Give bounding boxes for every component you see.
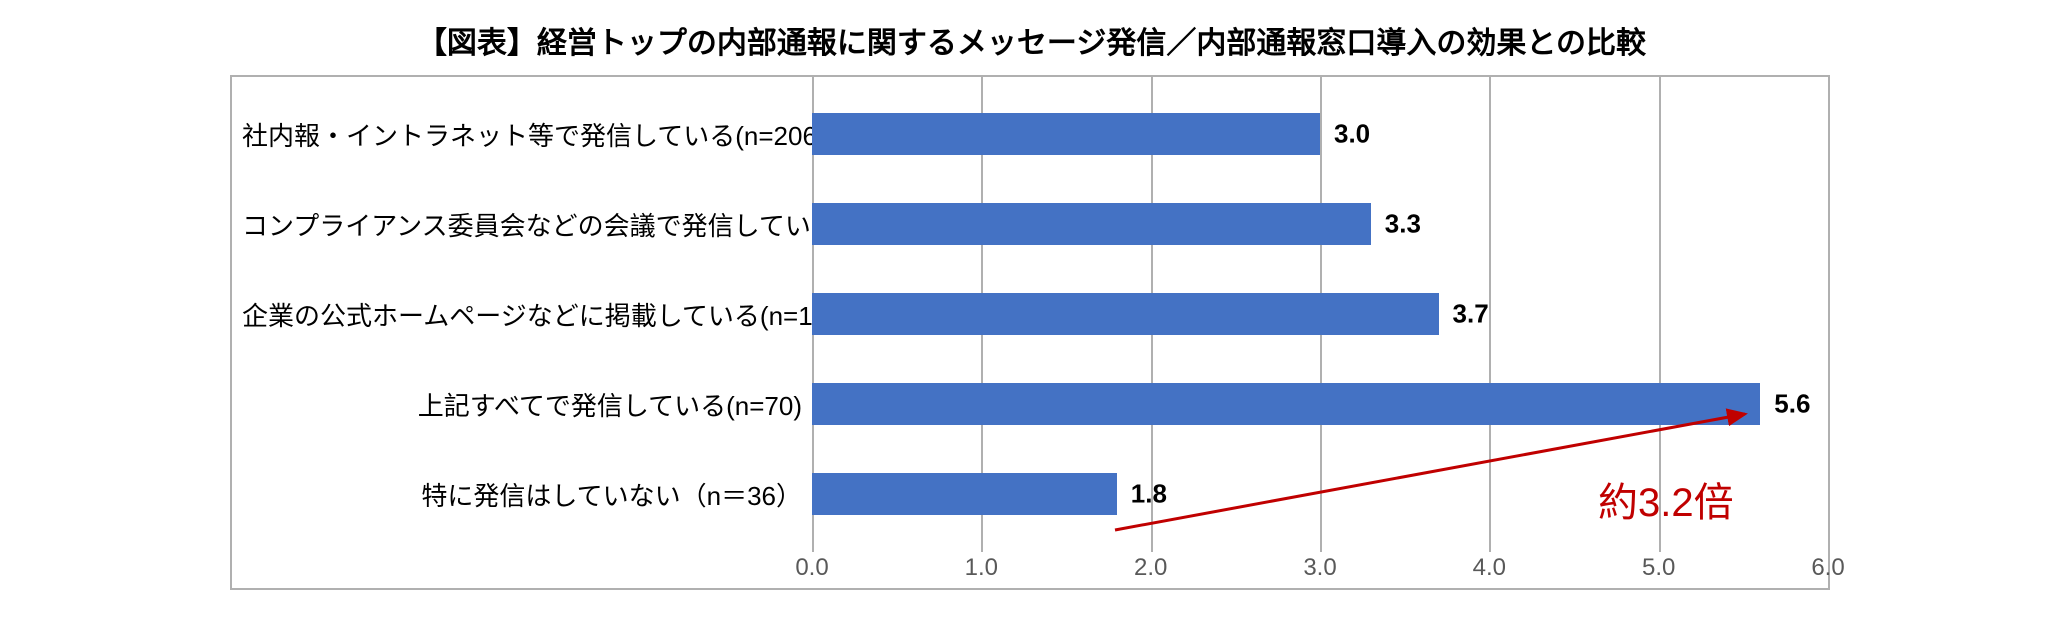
bar-value-label: 3.3 xyxy=(1385,209,1421,240)
x-tick-label: 3.0 xyxy=(1303,554,1336,582)
x-tick-label: 2.0 xyxy=(1134,554,1167,582)
bar xyxy=(812,293,1439,335)
x-tick-mark xyxy=(1828,542,1830,552)
x-tick-label: 0.0 xyxy=(795,554,828,582)
category-row: 企業の公式ホームページなどに掲載している(n=123) xyxy=(232,287,812,341)
x-tick-mark xyxy=(981,542,983,552)
bar-row: 3.3 xyxy=(812,197,1828,251)
annotation-text: 約3.2倍 xyxy=(1598,470,1734,528)
x-tick-mark xyxy=(1659,542,1661,552)
x-tick-label: 5.0 xyxy=(1642,554,1675,582)
x-tick-label: 1.0 xyxy=(965,554,998,582)
x-axis: 0.0 1.0 2.0 3.0 4.0 5.0 xyxy=(812,542,1828,588)
category-label: 企業の公式ホームページなどに掲載している(n=123) xyxy=(242,296,802,333)
gridline xyxy=(1828,77,1830,542)
bar xyxy=(812,203,1371,245)
chart-frame: 社内報・イントラネット等で発信している(n=206) コンプライアンス委員会など… xyxy=(230,75,1830,590)
bar-value-label: 3.0 xyxy=(1334,119,1370,150)
bar-row: 3.7 xyxy=(812,287,1828,341)
chart-title: 【図表】経営トップの内部通報に関するメッセージ発信／内部通報窓口導入の効果との比… xyxy=(0,18,2063,62)
bar-value-label: 5.6 xyxy=(1774,389,1810,420)
x-tick-mark xyxy=(1151,542,1153,552)
category-row: 特に発信はしていない（n＝36） xyxy=(232,467,812,521)
x-tick-mark xyxy=(1320,542,1322,552)
bar xyxy=(812,383,1760,425)
bar-value-label: 1.8 xyxy=(1131,479,1167,510)
x-tick-mark xyxy=(812,542,814,552)
bar xyxy=(812,113,1320,155)
category-label: 社内報・イントラネット等で発信している(n=206) xyxy=(242,116,802,153)
category-row: コンプライアンス委員会などの会議で発信している(n=149) xyxy=(232,197,812,251)
chart-page: { "chart": { "type": "bar-horizontal", "… xyxy=(0,0,2063,637)
category-label-column: 社内報・イントラネット等で発信している(n=206) コンプライアンス委員会など… xyxy=(232,77,812,542)
bar-value-label: 3.7 xyxy=(1453,299,1489,330)
bar xyxy=(812,473,1117,515)
bar-row: 5.6 xyxy=(812,377,1828,431)
x-tick-mark xyxy=(1489,542,1491,552)
category-label: 特に発信はしていない（n＝36） xyxy=(242,476,802,513)
category-label: コンプライアンス委員会などの会議で発信している(n=149) xyxy=(242,206,802,243)
plot-area: 社内報・イントラネット等で発信している(n=206) コンプライアンス委員会など… xyxy=(232,77,1828,542)
x-tick-label: 4.0 xyxy=(1473,554,1506,582)
category-label: 上記すべてで発信している(n=70) xyxy=(242,386,802,423)
x-tick-label: 6.0 xyxy=(1811,554,1844,582)
category-row: 上記すべてで発信している(n=70) xyxy=(232,377,812,431)
bar-row: 3.0 xyxy=(812,107,1828,161)
category-row: 社内報・イントラネット等で発信している(n=206) xyxy=(232,107,812,161)
